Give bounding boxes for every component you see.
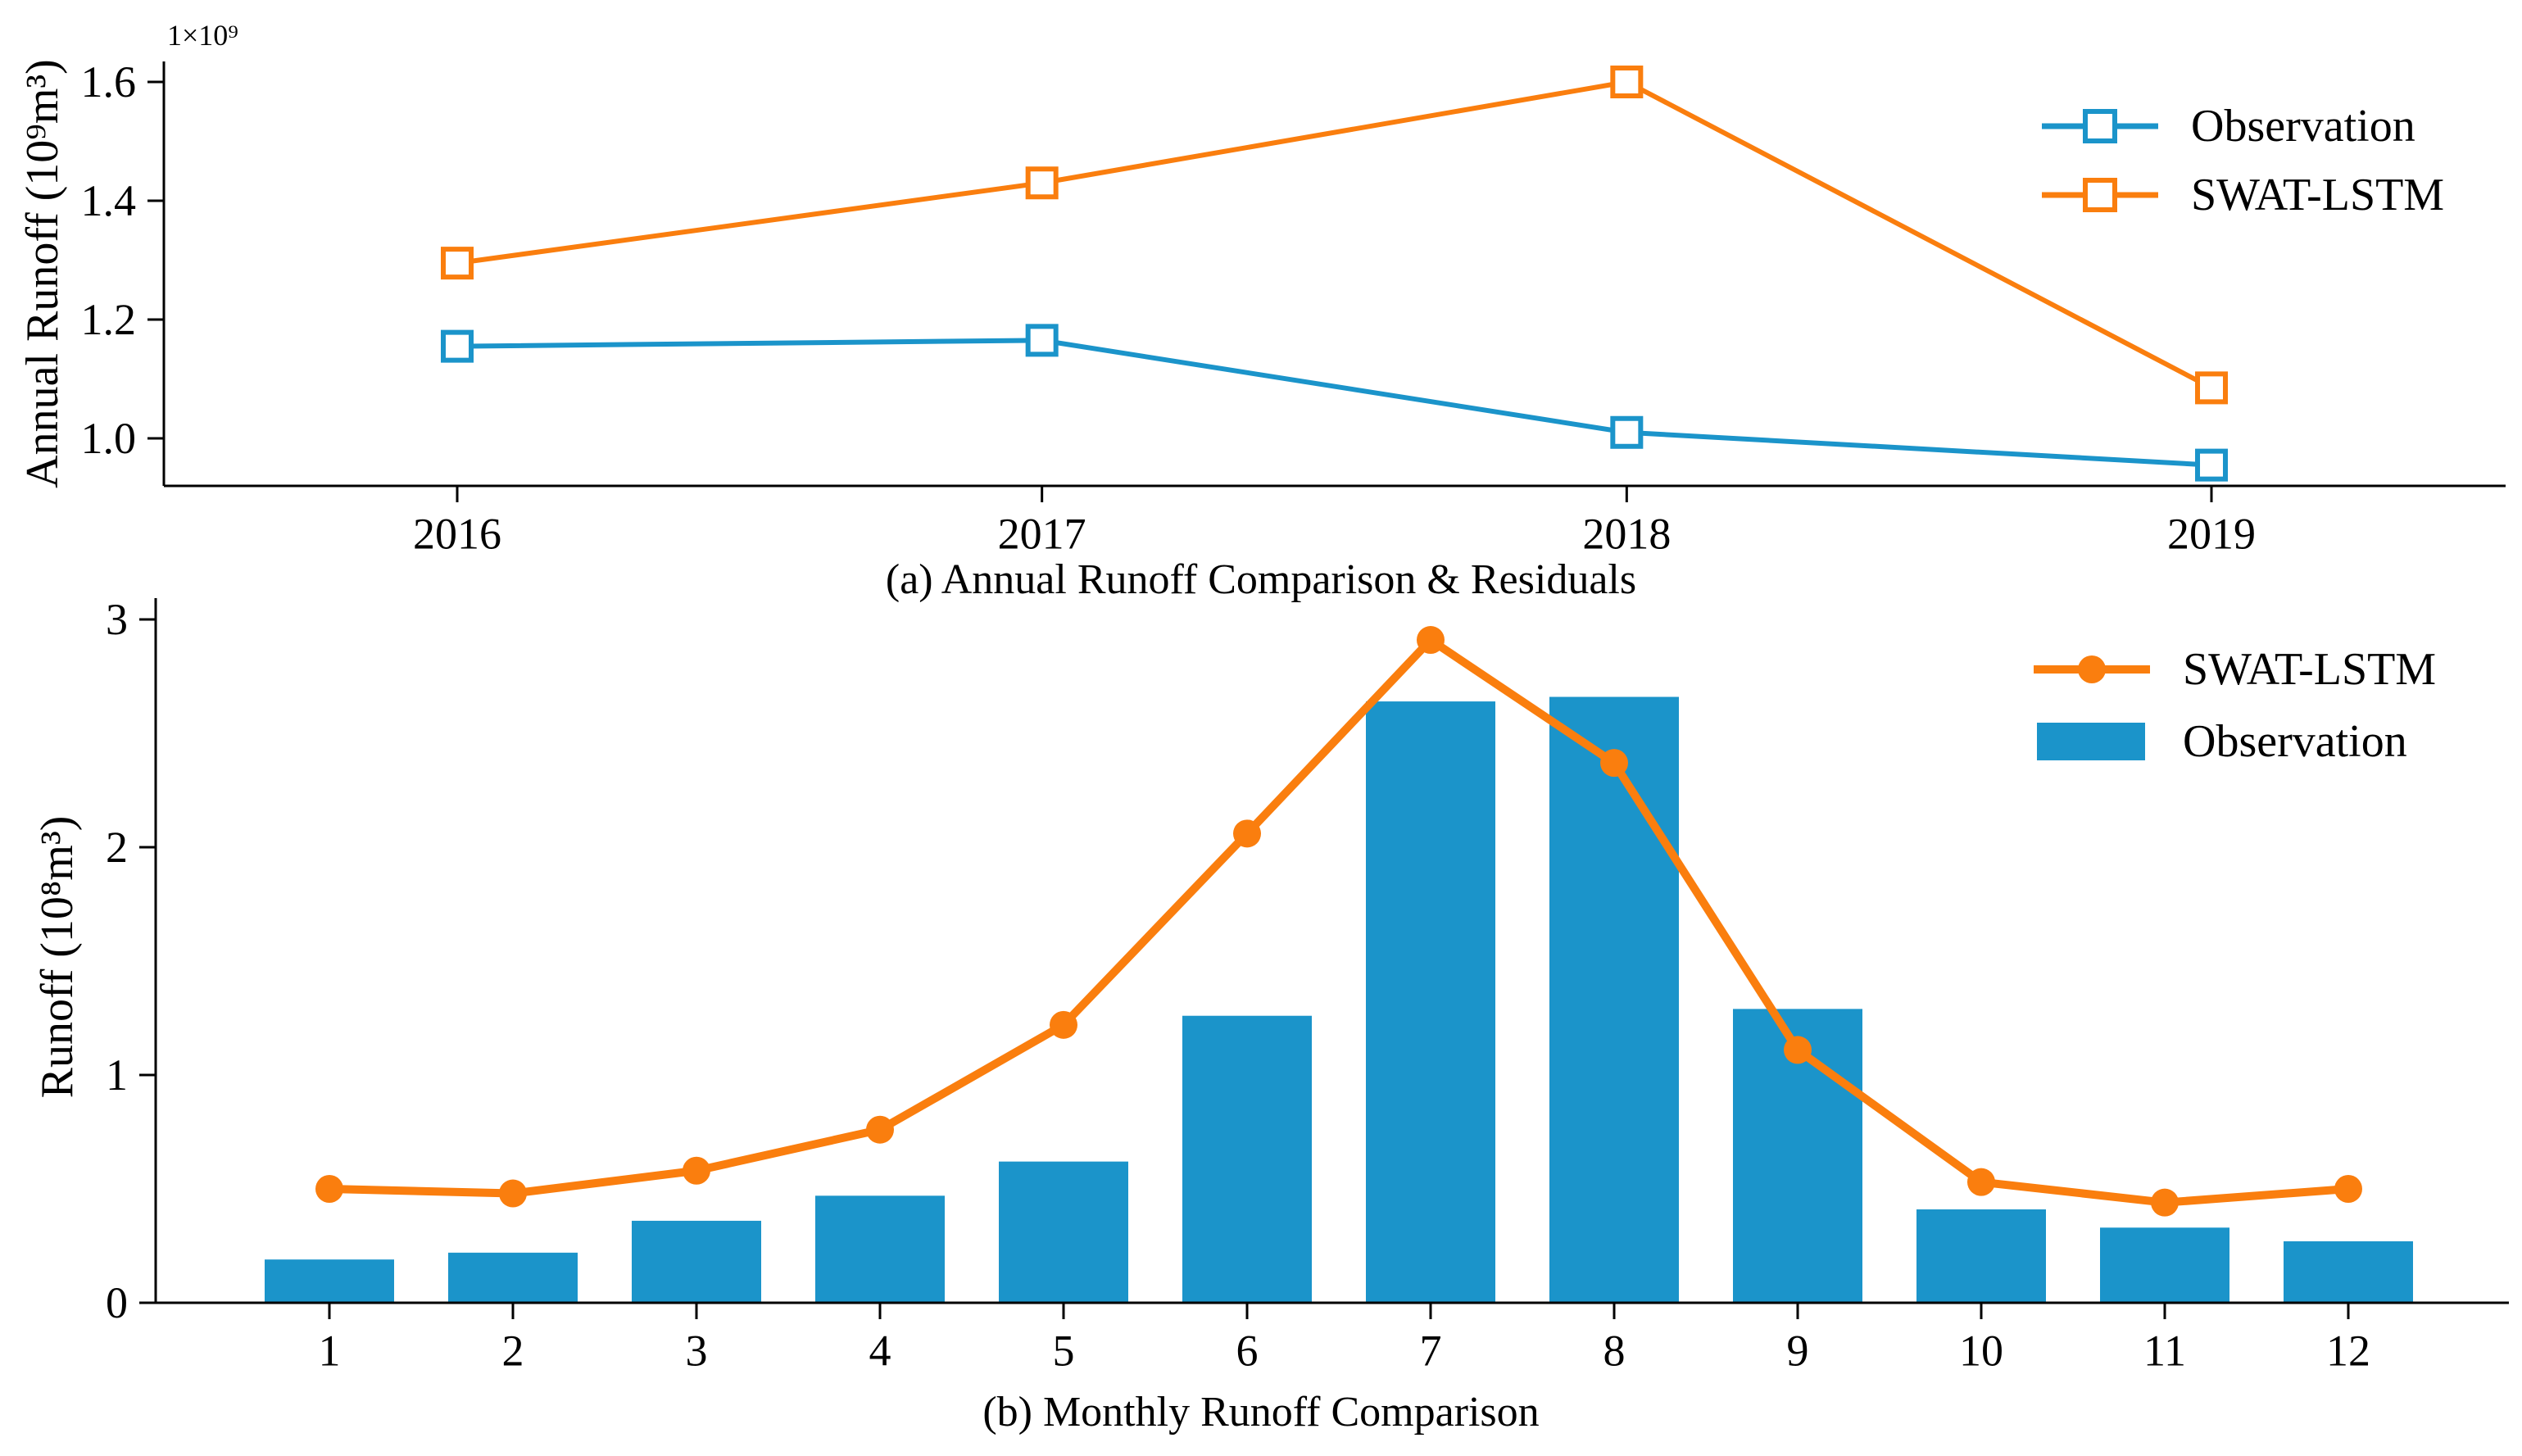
- legend-item-observation: Observation: [2039, 100, 2444, 152]
- chart-a-marker-swat-lstm: [1025, 166, 1059, 200]
- chart-b-y-axis-label: Runoff (10⁸m³): [32, 815, 83, 1099]
- chart-b-x-ticklabel: 5: [1053, 1326, 1075, 1375]
- chart-a-marker-observation: [1610, 415, 1644, 449]
- chart-a-x-ticklabel: 2018: [1582, 509, 1671, 558]
- chart-b-bar: [815, 1195, 945, 1303]
- chart-a-line-swat-lstm: [456, 79, 2213, 391]
- chart-b-y-ticklabel: 2: [106, 823, 128, 872]
- swat-lstm-line-square-marker-icon: [2042, 178, 2158, 212]
- chart-b-marker-swat-lstm: [866, 1115, 894, 1144]
- chart-a-marker-swat-lstm: [2195, 371, 2229, 405]
- chart-b-marker-swat-lstm: [683, 1156, 710, 1185]
- chart-a-caption: (a) Annual Runoff Comparison & Residuals: [885, 556, 1637, 603]
- chart-b-legend: SWAT-LSTM Observation: [2030, 643, 2436, 768]
- chart-b-y-ticklabel: 0: [106, 1278, 128, 1327]
- chart-b-x-ticklabel: 7: [1420, 1326, 1442, 1375]
- chart-b-x-ticklabel: 10: [1959, 1326, 2003, 1375]
- legend-label-swat-lstm-monthly: SWAT-LSTM: [2183, 644, 2437, 695]
- swat-lstm-line-circle-marker-icon: [2034, 655, 2150, 683]
- chart-b-bar: [999, 1161, 1128, 1303]
- legend-item-swat-lstm-monthly: SWAT-LSTM: [2030, 643, 2436, 696]
- chart-b-y-ticklabel: 1: [106, 1050, 128, 1100]
- chart-b-x-ticklabel: 2: [502, 1326, 524, 1375]
- chart-b-bar: [1366, 701, 1495, 1303]
- chart-b-x-ticklabel: 1: [319, 1326, 341, 1375]
- chart-b-bar: [2284, 1241, 2413, 1303]
- chart-a-legend: Observation SWAT-LSTM: [2039, 100, 2444, 221]
- chart-b-bar: [448, 1252, 578, 1303]
- legend-item-swat-lstm: SWAT-LSTM: [2039, 169, 2444, 221]
- chart-b-x-ticklabel: 12: [2326, 1326, 2370, 1375]
- chart-a-marker-swat-lstm: [441, 247, 474, 280]
- observation-bar-patch-icon: [2037, 723, 2145, 760]
- chart-a-y-ticklabel: 1.2: [81, 295, 137, 344]
- chart-b-x-ticklabel: 9: [1787, 1326, 1809, 1375]
- chart-b-x-ticklabel: 11: [2143, 1326, 2186, 1375]
- chart-b-marker-swat-lstm: [2334, 1175, 2362, 1203]
- chart-b-caption: (b) Monthly Runoff Comparison: [982, 1389, 1540, 1436]
- chart-b-y-ticklabel: 3: [106, 595, 128, 644]
- chart-b-marker-swat-lstm: [315, 1175, 343, 1203]
- chart-b-marker-swat-lstm: [1600, 749, 1628, 778]
- legend-label-observation-monthly: Observation: [2183, 716, 2407, 767]
- chart-a-marker-observation: [1025, 324, 1059, 357]
- chart-b-line-swat-lstm: [329, 636, 2349, 1207]
- chart-b-marker-swat-lstm: [2151, 1188, 2179, 1217]
- chart-b-x-ticklabel: 6: [1236, 1326, 1259, 1375]
- legend-item-observation-monthly: Observation: [2030, 715, 2436, 768]
- chart-b-bar: [1182, 1015, 1312, 1303]
- chart-a-y-ticklabel: 1.4: [81, 176, 137, 225]
- chart-a-y-ticklabel: 1.0: [81, 414, 137, 463]
- observation-line-square-marker-icon: [2042, 109, 2158, 143]
- chart-b-marker-swat-lstm: [1784, 1036, 1812, 1064]
- legend-label-swat-lstm: SWAT-LSTM: [2191, 170, 2445, 220]
- chart-b-marker-swat-lstm: [499, 1179, 527, 1208]
- chart-b-x-ticklabel: 4: [869, 1326, 891, 1375]
- chart-b-marker-swat-lstm: [1233, 819, 1261, 848]
- chart-b-bar: [1916, 1209, 2046, 1303]
- chart-a-offset-text: 1×10⁹: [167, 19, 238, 52]
- chart-a-y-ticklabel: 1.6: [81, 57, 137, 107]
- chart-a-marker-swat-lstm: [1610, 66, 1644, 98]
- chart-b-marker-swat-lstm: [1050, 1010, 1077, 1039]
- chart-b-x-ticklabel: 3: [686, 1326, 708, 1375]
- chart-a-marker-observation: [2195, 448, 2229, 482]
- chart-a-y-axis-label: Annual Runoff (10⁹m³): [17, 59, 68, 488]
- chart-b-bar: [2100, 1227, 2229, 1303]
- chart-b-marker-swat-lstm: [1417, 626, 1445, 655]
- chart-b-bar: [632, 1220, 761, 1303]
- chart-b-x-ticklabel: 8: [1603, 1326, 1626, 1375]
- chart-a-x-ticklabel: 2017: [998, 509, 1086, 558]
- chart-a-x-ticklabel: 2016: [413, 509, 501, 558]
- chart-b-bar: [265, 1259, 394, 1303]
- chart-a-line-observation: [456, 338, 2212, 468]
- chart-a-x-ticklabel: 2019: [2167, 509, 2256, 558]
- chart-a-marker-observation: [441, 329, 474, 363]
- legend-label-observation: Observation: [2191, 101, 2415, 152]
- chart-b-bar: [1549, 696, 1679, 1303]
- chart-b-marker-swat-lstm: [1967, 1168, 1995, 1196]
